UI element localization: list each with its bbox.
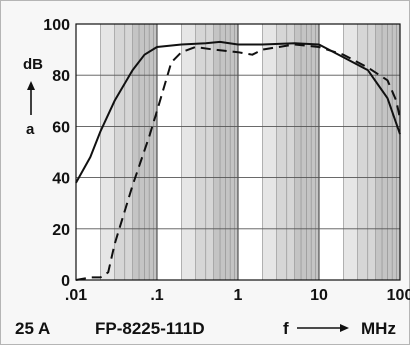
solid-attenuation-curve (75, 40, 401, 184)
x-tick-label: .1 (150, 287, 163, 304)
data-series (75, 40, 401, 281)
x-tick-label: 1 (234, 287, 243, 304)
decade-shade (294, 24, 319, 280)
part-number: FP-8225-111D (95, 319, 205, 338)
decade-shade (276, 24, 295, 280)
y-tick-labels: 0 20 40 60 80 100 (43, 17, 70, 290)
decade-shade (375, 24, 400, 280)
y-tick-label: 60 (52, 119, 70, 136)
decade-shade (195, 24, 214, 280)
y-axis-arrow (27, 81, 35, 115)
y-tick-label: 20 (52, 222, 70, 239)
decade-shade (262, 24, 277, 280)
decade-shade (213, 24, 238, 280)
decade-shade (357, 24, 376, 280)
x-tick-label: 10 (310, 287, 328, 304)
current-rating: 25 A (15, 319, 50, 338)
y-tick-label: 40 (52, 171, 70, 188)
x-axis-unit: MHz (361, 319, 396, 338)
x-axis-arrow (297, 324, 349, 332)
plot-area-border (75, 23, 401, 281)
x-tick-label: 100 (387, 287, 410, 304)
decade-shade (100, 24, 115, 280)
y-tick-label: 80 (52, 68, 70, 85)
y-tick-label: 0 (61, 273, 70, 290)
grid-lines (75, 23, 401, 281)
y-axis-symbol: a (26, 121, 35, 138)
y-axis-unit: dB (23, 56, 43, 73)
x-axis-symbol: f (283, 319, 289, 338)
decade-shade (114, 24, 133, 280)
x-tick-label: .01 (65, 287, 87, 304)
y-tick-label: 100 (43, 17, 70, 34)
x-tick-labels: .01 .1 1 10 100 (65, 287, 410, 304)
decade-shade (132, 24, 157, 280)
decade-shade (181, 24, 196, 280)
dashed-attenuation-curve (75, 43, 401, 281)
decade-shade (343, 24, 358, 280)
